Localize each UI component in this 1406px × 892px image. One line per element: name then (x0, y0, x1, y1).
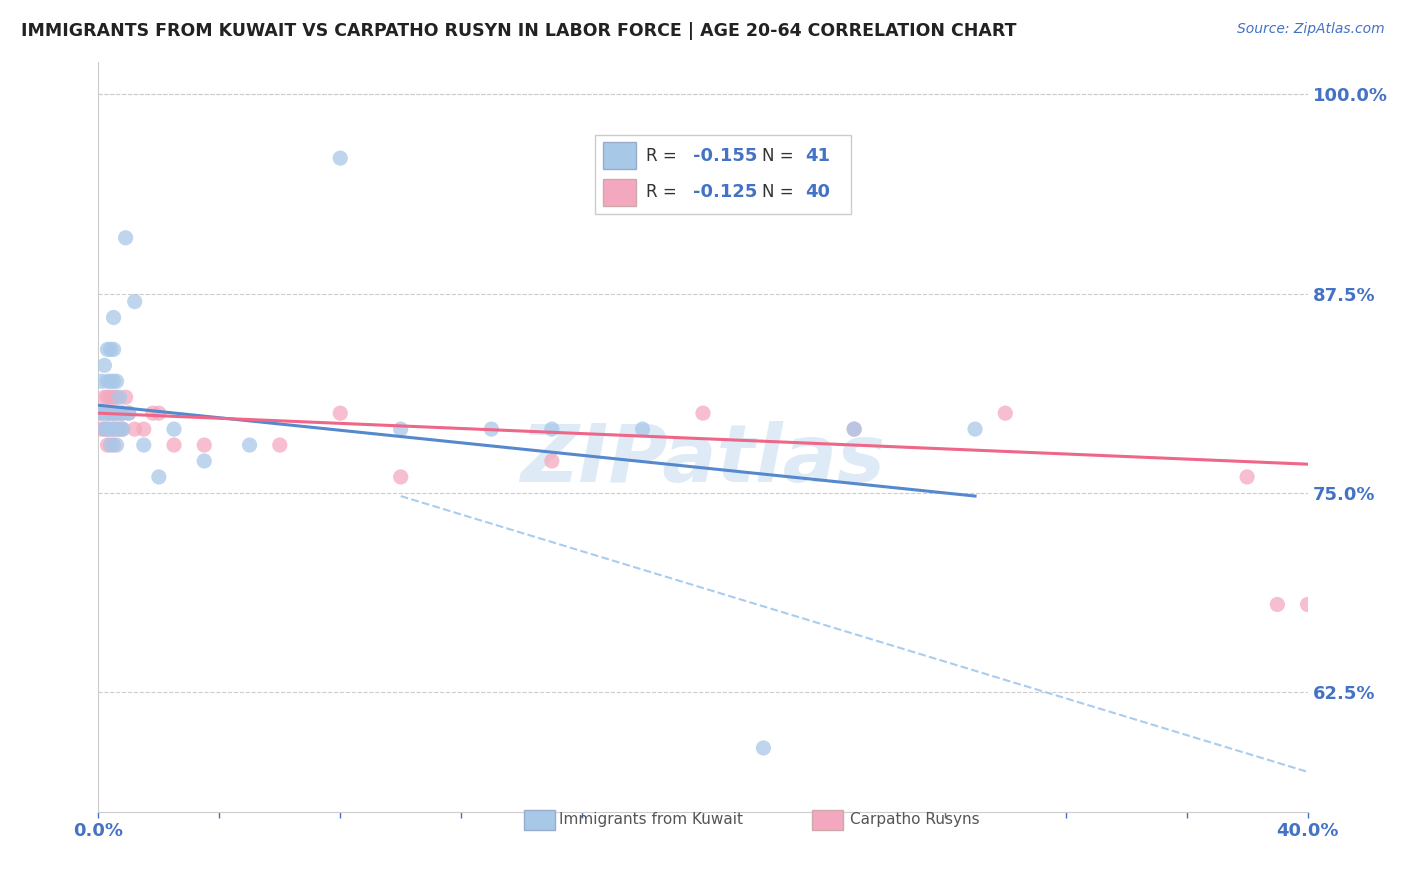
Point (844, 422, 866, 436)
Text: -0.125: -0.125 (693, 183, 756, 202)
Point (329, 151, 352, 165)
Point (96, 390, 118, 404)
FancyBboxPatch shape (603, 178, 637, 205)
Point (90, 406, 112, 420)
Point (132, 438, 155, 452)
Text: -0.155: -0.155 (693, 147, 756, 165)
Point (105, 406, 128, 420)
Text: R =: R = (647, 183, 682, 202)
Point (105, 406, 128, 420)
Point (631, 422, 654, 436)
Point (103, 406, 125, 420)
Point (389, 422, 412, 436)
Point (100, 406, 122, 420)
Text: N =: N = (762, 183, 799, 202)
Point (752, 741, 775, 756)
Point (90, 406, 112, 420)
Text: 41: 41 (806, 147, 830, 165)
Point (96, 406, 118, 420)
Point (96, 406, 118, 420)
Point (114, 231, 136, 245)
Text: IMMIGRANTS FROM KUWAIT VS CARPATHO RUSYN IN LABOR FORCE | AGE 20-64 CORRELATION : IMMIGRANTS FROM KUWAIT VS CARPATHO RUSYN… (21, 22, 1017, 40)
Point (108, 390, 131, 404)
Point (329, 406, 352, 420)
Point (103, 374, 125, 388)
Point (100, 422, 122, 436)
Point (100, 390, 122, 404)
Point (96, 343, 118, 357)
Point (111, 422, 134, 436)
Point (1296, 598, 1319, 612)
Point (1267, 598, 1289, 612)
Text: Carpatho Rusyns: Carpatho Rusyns (849, 813, 980, 827)
Point (124, 422, 146, 436)
Point (96, 438, 118, 452)
Point (540, 422, 562, 436)
Point (132, 422, 155, 436)
Text: 40: 40 (806, 183, 830, 202)
Point (239, 438, 262, 452)
Point (108, 406, 131, 420)
Point (692, 406, 714, 420)
Point (965, 422, 987, 436)
Point (124, 294, 146, 309)
Point (93, 422, 115, 436)
Point (994, 406, 1017, 420)
Text: N =: N = (762, 147, 799, 165)
Point (193, 438, 215, 452)
Point (118, 406, 141, 420)
Point (100, 438, 122, 452)
Point (93, 359, 115, 373)
Point (96, 422, 118, 436)
Text: R =: R = (647, 147, 682, 165)
Point (103, 422, 125, 436)
Point (96, 374, 118, 388)
Point (481, 422, 503, 436)
Point (96, 422, 118, 436)
Point (844, 422, 866, 436)
Point (93, 406, 115, 420)
Text: Source: ZipAtlas.com: Source: ZipAtlas.com (1237, 22, 1385, 37)
Point (105, 422, 128, 436)
Point (389, 470, 412, 484)
Point (103, 343, 125, 357)
Point (148, 406, 170, 420)
Point (193, 454, 215, 468)
Point (114, 390, 136, 404)
Point (111, 406, 134, 420)
Point (108, 422, 131, 436)
Point (105, 390, 128, 404)
Point (111, 406, 134, 420)
Point (90, 422, 112, 436)
Point (93, 390, 115, 404)
Point (105, 438, 128, 452)
Text: ZIPatlas: ZIPatlas (520, 420, 886, 499)
Point (93, 422, 115, 436)
Point (1236, 470, 1258, 484)
Point (111, 422, 134, 436)
Point (103, 438, 125, 452)
Point (163, 422, 186, 436)
Point (103, 390, 125, 404)
Text: Immigrants from Kuwait: Immigrants from Kuwait (560, 813, 742, 827)
Point (163, 438, 186, 452)
Point (118, 406, 141, 420)
Point (269, 438, 291, 452)
Point (103, 406, 125, 420)
Point (142, 406, 165, 420)
Point (540, 454, 562, 468)
Point (100, 406, 122, 420)
Point (105, 374, 128, 388)
Point (108, 422, 131, 436)
Point (148, 470, 170, 484)
FancyBboxPatch shape (595, 135, 851, 213)
Point (103, 310, 125, 325)
Point (100, 343, 122, 357)
Point (90, 374, 112, 388)
FancyBboxPatch shape (603, 143, 637, 169)
Point (103, 422, 125, 436)
Point (100, 374, 122, 388)
